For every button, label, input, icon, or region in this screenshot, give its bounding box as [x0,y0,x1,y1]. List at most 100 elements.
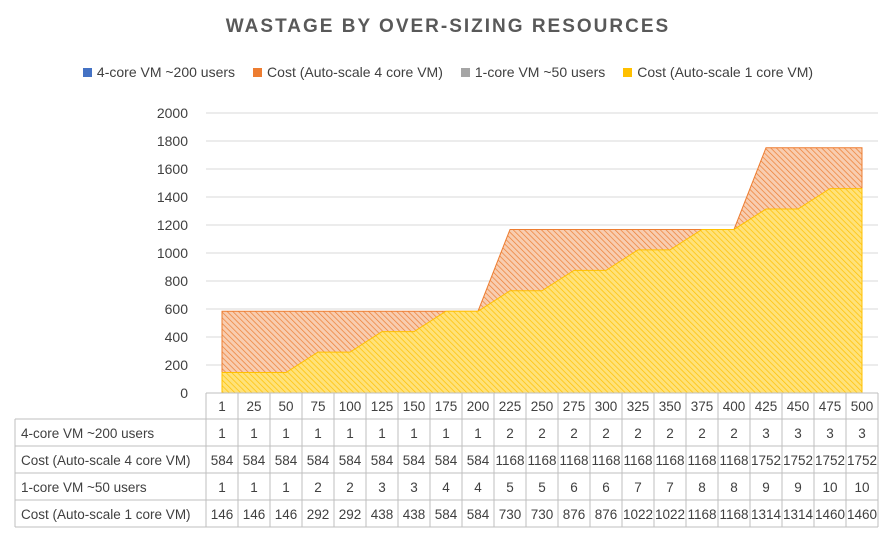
table-cell: 2 [730,426,738,441]
table-cell: 1168 [687,507,716,522]
x-tick-label: 75 [310,399,325,414]
legend-swatch [623,67,633,77]
table-cell: 2 [314,480,322,495]
table-cell: 438 [403,507,426,522]
table-cell: 1 [346,426,354,441]
table-cell: 584 [371,453,394,468]
x-tick-label: 375 [691,399,714,414]
x-tick-label: 1 [218,399,226,414]
table-cell: 584 [211,453,234,468]
table-cell: 1314 [783,507,814,522]
table-cell: 1752 [815,453,845,468]
table-cell: 146 [211,507,234,522]
table-cell: 1168 [495,453,524,468]
table-cell: 1752 [847,453,877,468]
table-cell: 876 [595,507,618,522]
x-tick-label: 25 [246,399,261,414]
table-cell: 1752 [783,453,813,468]
x-tick-label: 450 [787,399,810,414]
table-cell: 584 [275,453,298,468]
table-cell: 3 [826,426,834,441]
table-cell: 1460 [847,507,877,522]
x-tick-label: 325 [627,399,650,414]
y-tick-label: 1000 [157,245,188,261]
table-cell: 584 [339,453,362,468]
table-cell: 1168 [655,453,684,468]
table-cell: 1 [218,426,226,441]
table-cell: 3 [762,426,770,441]
table-cell: 10 [822,480,837,495]
table-cell: 1314 [751,507,782,522]
table-cell: 9 [762,480,770,495]
x-tick-label: 175 [435,399,458,414]
x-tick-label: 350 [659,399,682,414]
legend-swatch [460,67,470,77]
table-cell: 3 [794,426,802,441]
x-tick-label: 300 [595,399,618,414]
y-tick-label: 1400 [157,189,188,205]
table-cell: 1 [250,480,258,495]
x-tick-label: 275 [563,399,586,414]
table-cell: 3 [858,426,866,441]
table-cell: 1168 [591,453,620,468]
y-tick-label: 1600 [157,161,188,177]
legend-swatch [82,67,92,77]
table-cell: 584 [467,453,490,468]
plot-area [221,147,863,394]
table-cell: 1 [314,426,322,441]
table-cell: 2 [570,426,578,441]
table-cell: 584 [435,453,458,468]
table-cell: 2 [346,480,354,495]
table-cell: 2 [538,426,546,441]
table-cell: 8 [730,480,738,495]
x-tick-label: 125 [371,399,394,414]
table-cell: 1 [378,426,386,441]
legend-label: 1-core VM ~50 users [474,64,606,80]
table-cell: 730 [531,507,554,522]
y-tick-label: 200 [165,357,189,373]
table-cell: 1 [218,480,226,495]
y-tick-label: 1200 [157,217,188,233]
y-tick-label: 600 [165,301,189,317]
table-row-label: Cost (Auto-scale 1 core VM) [21,507,191,522]
table-cell: 1 [442,426,450,441]
table-cell: 730 [499,507,522,522]
table-cell: 2 [666,426,674,441]
table-cell: 1022 [623,507,653,522]
table-cell: 1168 [719,453,748,468]
table-cell: 1022 [655,507,685,522]
table-cell: 146 [243,507,266,522]
table-cell: 292 [307,507,330,522]
table-cell: 2 [698,426,706,441]
table-cell: 1168 [687,453,716,468]
table-row-label: 4-core VM ~200 users [21,426,154,441]
table-cell: 1 [282,426,290,441]
legend-item: 1-core VM ~50 users [460,64,606,80]
table-cell: 146 [275,507,298,522]
table-cell: 7 [666,480,674,495]
x-tick-label: 400 [723,399,746,414]
table-cell: 584 [307,453,330,468]
y-tick-label: 800 [165,273,189,289]
table-cell: 438 [371,507,394,522]
table-cell: 584 [403,453,426,468]
chart-title: WASTAGE BY OVER-SIZING RESOURCES [225,16,671,37]
legend-item: 4-core VM ~200 users [82,64,235,80]
y-tick-label: 400 [165,329,189,345]
area-series [221,188,863,394]
table-cell: 1 [250,426,258,441]
legend-item: Cost (Auto-scale 1 core VM) [623,64,813,80]
table-cell: 5 [538,480,546,495]
table-cell: 4 [474,480,482,495]
y-axis: 0 200 400 600 800 1000 1200 1400 1600 1800 2000 [157,105,188,401]
x-tick-label: 200 [467,399,490,414]
table-cell: 6 [602,480,610,495]
legend-item: Cost (Auto-scale 4 core VM) [253,64,443,80]
table-cell: 1168 [623,453,652,468]
table-cell: 1168 [559,453,588,468]
table-cell: 1 [410,426,418,441]
table-cell: 3 [410,480,418,495]
table-cell: 1 [282,480,290,495]
table-cell: 2 [634,426,642,441]
